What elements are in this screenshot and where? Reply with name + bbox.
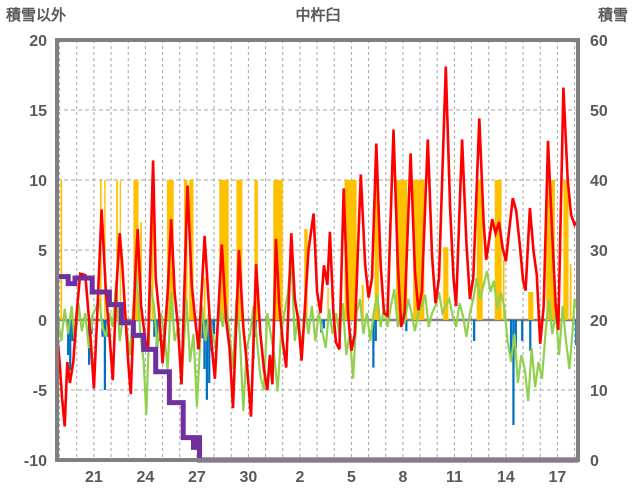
gridlines	[57, 40, 578, 460]
blue-bars-bar	[205, 320, 208, 400]
orange-bars-bar	[563, 180, 569, 320]
orange-bars-bar	[327, 287, 329, 320]
right-axis-tick-label: 10	[590, 383, 608, 400]
x-axis-tick-label: 24	[137, 469, 155, 486]
blue-bars-bar	[67, 320, 70, 355]
blue-bars-bar	[529, 320, 532, 351]
blue-bars-bar	[514, 320, 517, 348]
purple-step-line	[57, 274, 578, 463]
blue-bars-bar	[153, 320, 156, 337]
blue-bars-bar	[103, 320, 107, 390]
blue-bars-bar	[203, 320, 206, 369]
left-axis-tick-label: 10	[29, 173, 47, 190]
blue-bars-bar	[374, 320, 377, 341]
blue-bars-bar	[208, 320, 211, 383]
orange-bars-bar	[116, 180, 118, 320]
left-axis-tick-label: -10	[24, 453, 47, 470]
orange-bars-bar	[396, 180, 408, 320]
red-line	[55, 66, 580, 427]
orange-bars-bar	[361, 285, 364, 320]
chart-title: 中杵臼	[295, 7, 341, 24]
blue-bars-bar	[322, 320, 326, 329]
blue-bars-bar	[71, 320, 74, 341]
series-layer	[55, 66, 580, 463]
right-axis-tick-label: 60	[590, 33, 608, 50]
orange-bars-bar	[546, 180, 555, 320]
plot-area-border	[55, 38, 580, 462]
blue-bars-bar	[405, 320, 408, 332]
orange-bars-bar	[219, 180, 229, 320]
blue-bars-bar	[69, 320, 72, 371]
left-axis-title: 積雪以外	[6, 7, 67, 24]
right-axis-tick-label: 50	[590, 103, 608, 120]
blue-bars-bar	[509, 320, 513, 355]
orange-bars-bar	[151, 180, 154, 320]
x-axis-tick-label: 30	[240, 469, 258, 486]
left-axis-tick-label: 5	[38, 243, 47, 260]
plot-border	[55, 38, 580, 462]
left-axis-tick-label: -5	[33, 383, 47, 400]
left-axis-tick-label: 0	[38, 313, 47, 330]
orange-bars-bar	[374, 180, 379, 320]
orange-bars-bar	[203, 278, 206, 320]
x-axis-tick-label: 21	[85, 469, 103, 486]
x-axis-tick-label: 8	[398, 469, 407, 486]
blue-bars-bar	[473, 320, 476, 341]
orange-bars-bar	[494, 180, 502, 320]
right-axis-tick-label: 20	[590, 313, 608, 330]
orange-bars-bar	[528, 292, 534, 320]
blue-bars-bar	[512, 320, 515, 425]
orange-bars-bar	[254, 180, 258, 320]
orange-bars-bar	[443, 247, 449, 320]
orange-bars-bar	[569, 264, 572, 320]
green-line	[55, 255, 580, 416]
left-axis-tick-label: 20	[29, 33, 47, 50]
orange-bars-bar	[413, 180, 425, 320]
right-axis-tick-label: 30	[590, 243, 608, 260]
blue-bars-bar	[212, 320, 216, 334]
x-axis-tick-label: 2	[295, 469, 304, 486]
orange-bars-bar	[273, 180, 283, 320]
orange-bars-bar	[476, 180, 483, 320]
orange-bars-bar	[60, 180, 63, 320]
x-axis-tick-label: 5	[347, 469, 356, 486]
orange-bars-bar	[140, 222, 142, 320]
x-axis-tick-label: 17	[549, 469, 567, 486]
blue-bars-bar	[200, 320, 204, 339]
blue-bars-bar	[372, 320, 375, 368]
x-axis-tick-label: 11	[446, 469, 463, 486]
x-axis-tick-label: 27	[188, 469, 206, 486]
right-axis-tick-label: 40	[590, 173, 608, 190]
right-axis-title: 積雪	[597, 7, 628, 24]
left-axis-tick-label: 15	[29, 103, 47, 120]
orange-bars-bar	[502, 259, 505, 320]
right-axis-tick-label: 0	[590, 453, 599, 470]
blue-bars-bar	[521, 320, 524, 341]
x-axis-tick-label: 14	[497, 469, 515, 486]
